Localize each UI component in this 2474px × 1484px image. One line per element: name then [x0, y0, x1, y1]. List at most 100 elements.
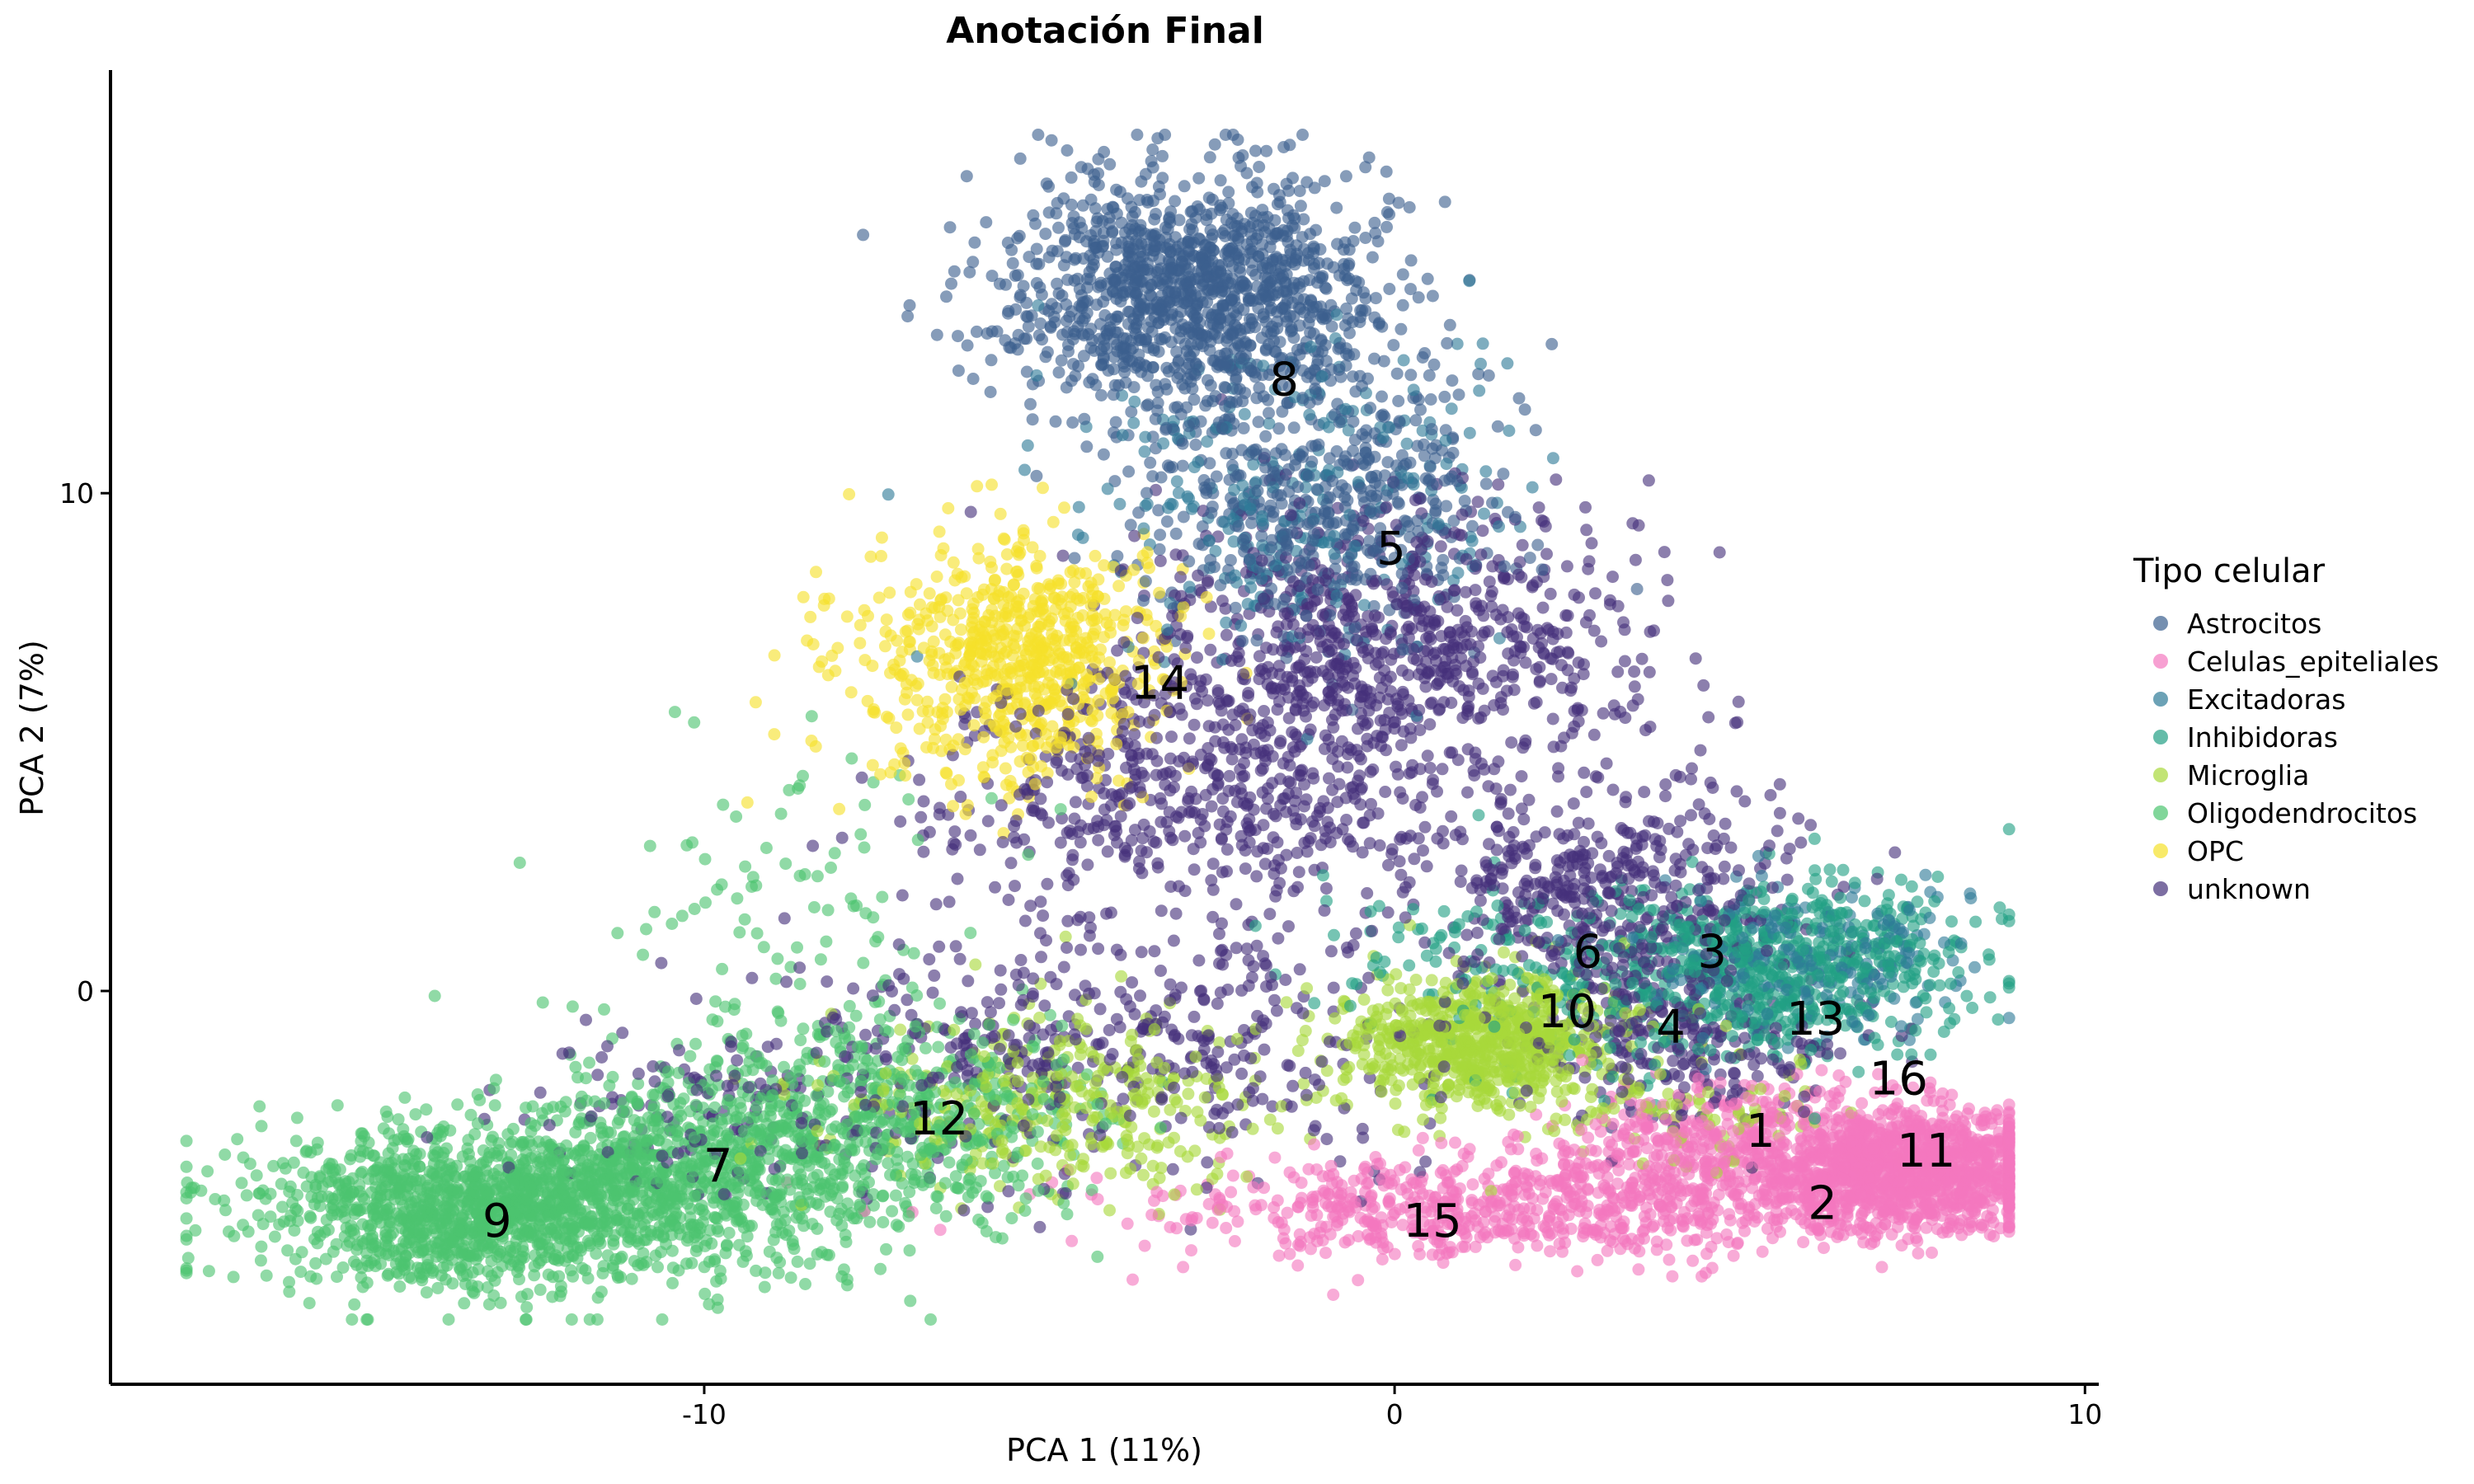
point-inhibidoras	[1308, 997, 1321, 1010]
point-unknown	[1445, 810, 1458, 823]
point-astrocitos	[1214, 174, 1227, 187]
point-astrocitos	[1287, 421, 1300, 434]
point-astrocitos	[984, 386, 997, 398]
point-excitadoras	[1220, 616, 1233, 629]
point-astrocitos	[1529, 424, 1542, 437]
point-celulas-epiteliales	[1790, 1208, 1803, 1221]
point-oligodendrocitos	[240, 1189, 253, 1202]
point-unknown	[1151, 861, 1164, 874]
point-opc	[843, 488, 856, 500]
point-microglia	[1182, 1087, 1195, 1101]
point-unknown	[1502, 807, 1515, 820]
point-unknown	[1319, 729, 1332, 742]
point-astrocitos	[903, 298, 916, 312]
point-unknown	[1135, 844, 1148, 857]
point-unknown	[1137, 818, 1150, 831]
point-astrocitos	[1122, 465, 1136, 478]
point-astrocitos	[948, 265, 961, 278]
point-oligodendrocitos	[331, 1099, 344, 1112]
point-unknown	[1205, 874, 1218, 887]
point-astrocitos	[1339, 170, 1352, 183]
point-oligodendrocitos	[807, 901, 821, 913]
point-unknown	[1567, 797, 1580, 810]
point-oligodendrocitos	[228, 1229, 241, 1242]
point-unknown	[1661, 574, 1674, 587]
point-celulas-epiteliales	[1206, 1216, 1219, 1229]
point-excitadoras	[1138, 445, 1151, 458]
point-oligodendrocitos	[698, 1261, 711, 1274]
point-unknown	[1611, 665, 1625, 679]
point-unknown	[1341, 761, 1354, 774]
point-celulas-epiteliales	[1544, 1245, 1557, 1258]
point-opc	[833, 802, 846, 815]
point-unknown	[923, 953, 936, 966]
chart-title: Anotación Final	[946, 10, 1264, 52]
point-astrocitos	[930, 328, 943, 341]
point-unknown	[1057, 960, 1070, 974]
point-inhibidoras	[1945, 977, 1957, 990]
point-unknown	[1002, 894, 1015, 906]
point-unknown	[1183, 732, 1196, 745]
point-unknown	[1324, 945, 1338, 958]
point-astrocitos	[1395, 322, 1408, 336]
point-oligodendrocitos	[730, 810, 743, 823]
point-astrocitos	[1318, 175, 1331, 188]
point-inhibidoras	[1960, 989, 1973, 1003]
point-unknown	[1659, 790, 1672, 803]
point-astrocitos	[1036, 333, 1049, 346]
point-astrocitos	[961, 339, 974, 352]
point-unknown	[1182, 795, 1195, 808]
point-unknown	[1460, 928, 1474, 942]
point-inhibidoras	[1952, 965, 1965, 979]
point-unknown	[1505, 736, 1518, 749]
point-unknown	[995, 983, 1008, 996]
point-oligodendrocitos	[771, 952, 784, 965]
point-microglia	[1297, 1077, 1310, 1090]
point-opc	[854, 636, 867, 650]
point-unknown	[591, 1068, 604, 1082]
point-unknown	[964, 829, 977, 842]
point-celulas-epiteliales	[1177, 1261, 1190, 1274]
point-oligodendrocitos	[656, 1313, 669, 1326]
point-unknown	[1234, 782, 1247, 795]
point-unknown	[1834, 1047, 1846, 1060]
point-astrocitos	[940, 290, 952, 303]
point-celulas-epiteliales	[1663, 1253, 1676, 1266]
point-unknown	[1135, 946, 1148, 959]
point-oligodendrocitos	[769, 972, 783, 985]
point-oligodendrocitos	[303, 1297, 316, 1310]
point-unknown	[1382, 858, 1395, 871]
point-unknown	[1103, 1024, 1116, 1036]
point-opc	[768, 649, 781, 662]
point-astrocitos	[1065, 171, 1078, 184]
point-opc	[810, 566, 822, 579]
point-unknown	[1094, 1003, 1107, 1016]
point-oligodendrocitos	[772, 1266, 785, 1280]
point-oligodendrocitos	[791, 941, 803, 954]
point-inhibidoras	[1931, 871, 1945, 883]
point-inhibidoras	[1823, 863, 1837, 876]
point-celulas-epiteliales	[1319, 1247, 1332, 1260]
point-unknown	[1220, 628, 1233, 641]
point-unknown	[1730, 785, 1743, 798]
point-astrocitos	[968, 236, 981, 249]
point-astrocitos	[960, 170, 973, 183]
point-unknown	[948, 825, 962, 838]
point-excitadoras	[1397, 354, 1410, 367]
point-inhibidoras	[1891, 1048, 1904, 1061]
point-oligodendrocitos	[876, 890, 889, 904]
point-unknown	[1606, 783, 1620, 796]
point-microglia	[1389, 1097, 1402, 1111]
point-inhibidoras	[1905, 880, 1918, 893]
point-celulas-epiteliales	[1283, 1166, 1296, 1179]
point-astrocitos	[1424, 393, 1437, 406]
point-unknown	[1643, 665, 1656, 679]
point-astrocitos	[1309, 439, 1322, 453]
point-astrocitos	[1160, 515, 1174, 528]
point-opc	[1112, 580, 1126, 593]
point-unknown	[1014, 954, 1028, 966]
point-unknown	[1201, 694, 1214, 707]
point-astrocitos	[1226, 448, 1239, 460]
point-unknown	[1211, 997, 1224, 1010]
